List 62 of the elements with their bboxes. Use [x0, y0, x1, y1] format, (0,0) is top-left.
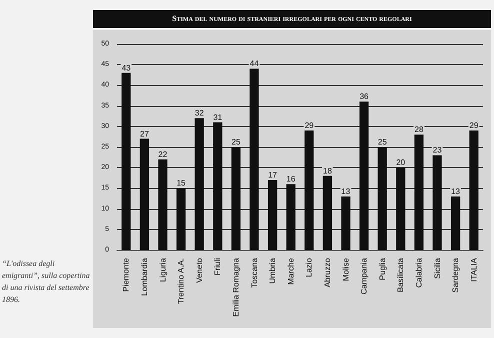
data-label: 17	[268, 170, 278, 180]
data-label: 13	[451, 186, 461, 196]
x-tick-label: Liguria	[158, 257, 168, 282]
data-label: 29	[304, 121, 314, 130]
data-label: 28	[414, 125, 424, 134]
x-tick-label: Puglia	[378, 257, 387, 280]
x-tick-label: Calabria	[414, 257, 424, 288]
data-label: 25	[231, 138, 241, 146]
data-label: 27	[140, 129, 150, 138]
x-tick-label: Sicilia	[432, 257, 442, 279]
bar	[396, 168, 406, 250]
bar	[450, 196, 460, 250]
chart-title: Stima del numero di stranieri irregolari per ogni cento regolari	[93, 10, 491, 28]
bar	[268, 180, 278, 250]
bar	[176, 188, 186, 250]
bar	[286, 184, 296, 250]
x-tick-label: Basilicata	[396, 257, 406, 292]
x-tick-label: Friuli	[213, 258, 222, 276]
bar	[359, 102, 369, 250]
bar	[322, 176, 332, 250]
data-label: 25	[378, 138, 388, 146]
data-label: 15	[176, 178, 186, 188]
bar	[194, 118, 204, 250]
x-tick-label: Molise	[341, 257, 350, 282]
x-tick-label: Lombardia	[140, 257, 149, 296]
data-label: 36	[360, 92, 370, 102]
bar	[158, 159, 168, 250]
bar	[213, 122, 222, 250]
data-label: 29	[469, 121, 479, 130]
x-tick-label: Marche	[286, 257, 296, 285]
x-tick-label: Toscana	[250, 257, 259, 288]
data-label: 13	[341, 186, 351, 196]
bar	[378, 147, 387, 250]
x-tick-label: Emilia Romagna	[231, 257, 240, 317]
bar	[469, 130, 478, 250]
text: “L'odissea degli emigranti”, sulla copertina di una rivista del settembre 1896.	[2, 258, 90, 306]
x-tick-label: Abruzzo	[322, 257, 332, 288]
data-label: 44	[250, 59, 260, 68]
data-label: 20	[396, 158, 406, 168]
x-tick-label: Trentino A.A.	[176, 258, 186, 304]
x-tick-label: Sardegna	[451, 257, 460, 293]
x-tick-label: Campania	[360, 257, 369, 294]
data-label: 43	[122, 63, 132, 72]
bar	[250, 68, 259, 250]
bar	[122, 72, 131, 250]
bar	[432, 155, 442, 250]
bar	[304, 130, 314, 250]
data-label: 32	[194, 108, 204, 118]
bar	[140, 138, 150, 250]
x-tick-label: Piemonte	[122, 257, 131, 292]
data-label: 23	[432, 146, 442, 155]
data-label: 18	[322, 166, 332, 176]
bar	[341, 196, 350, 250]
bar	[231, 147, 241, 250]
data-label: 31	[213, 112, 223, 122]
data-label: 16	[286, 174, 296, 184]
x-tick-label: Veneto	[194, 257, 204, 283]
x-tick-label: Umbria	[268, 257, 278, 284]
bar	[414, 134, 424, 250]
x-tick-label: Lazio	[304, 257, 314, 278]
data-label: 22	[158, 150, 168, 159]
x-tick-label: ITALIA	[469, 257, 478, 282]
